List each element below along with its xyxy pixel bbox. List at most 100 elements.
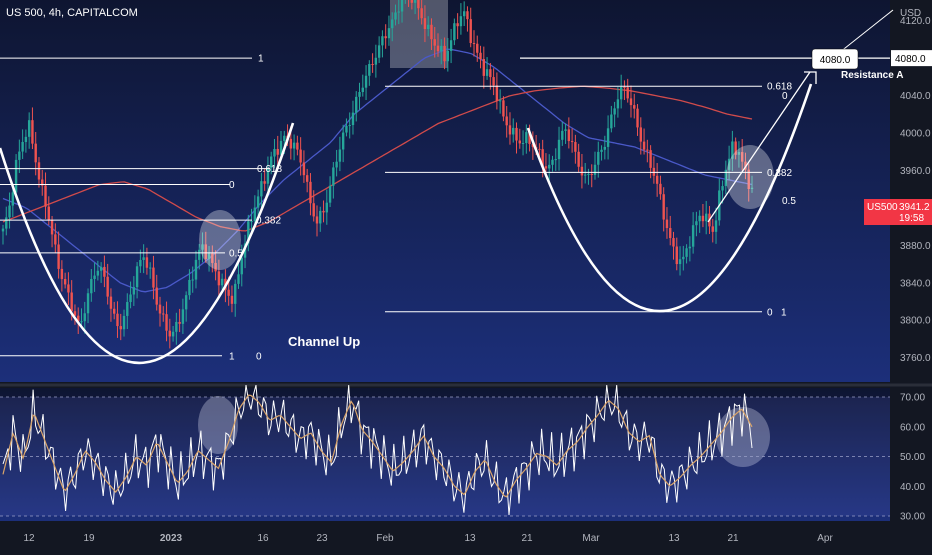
candle bbox=[145, 247, 149, 275]
highlight-circles-layer bbox=[198, 145, 774, 467]
resistance-price-text: 4080.0 bbox=[895, 54, 926, 65]
candle bbox=[495, 72, 499, 110]
candle bbox=[639, 117, 642, 155]
rsi-moving-average bbox=[2, 394, 753, 498]
highlight-circle bbox=[716, 407, 770, 467]
candle bbox=[368, 60, 371, 86]
fib-label: 1 bbox=[781, 307, 787, 318]
candle bbox=[211, 245, 214, 273]
highlight-circle bbox=[726, 145, 774, 209]
candle bbox=[31, 107, 34, 150]
candle bbox=[567, 117, 571, 149]
candle bbox=[358, 82, 361, 110]
candle bbox=[417, 0, 420, 20]
candle bbox=[400, 0, 404, 23]
candle bbox=[191, 266, 194, 293]
price-axis-background bbox=[890, 0, 932, 522]
fib-label: 0.382 bbox=[767, 168, 792, 179]
price-tick-label: 3760.0 bbox=[900, 353, 931, 364]
candle bbox=[541, 139, 544, 178]
candle bbox=[593, 151, 597, 180]
candle bbox=[443, 37, 446, 70]
candle bbox=[214, 250, 217, 281]
candle bbox=[413, 0, 417, 15]
time-tick-label: 13 bbox=[668, 533, 680, 544]
cup-curve-right bbox=[526, 83, 813, 313]
candle bbox=[675, 237, 678, 271]
candle bbox=[67, 272, 70, 306]
candle bbox=[476, 35, 479, 62]
time-tick-label: 19 bbox=[83, 533, 95, 544]
moving-average-fast bbox=[2, 48, 753, 293]
candle bbox=[561, 121, 564, 146]
candle bbox=[83, 301, 86, 334]
fib-label: 0.618 bbox=[257, 164, 282, 175]
candle bbox=[600, 145, 603, 161]
candle bbox=[603, 135, 607, 160]
candle bbox=[636, 104, 639, 136]
candle bbox=[338, 136, 342, 172]
candle bbox=[492, 68, 495, 96]
candle bbox=[194, 250, 198, 289]
time-tick-label: Feb bbox=[376, 533, 394, 544]
candle bbox=[423, 5, 427, 43]
candle bbox=[122, 309, 126, 337]
current-price-text: 3941.2 bbox=[899, 202, 930, 213]
candle bbox=[234, 279, 237, 317]
candle bbox=[646, 139, 649, 163]
candle bbox=[453, 18, 456, 46]
candle bbox=[404, 0, 406, 4]
candle bbox=[512, 118, 515, 143]
price-tick-label: 4000.0 bbox=[900, 129, 931, 140]
fib-label: 0.5 bbox=[782, 196, 796, 207]
candle bbox=[361, 74, 364, 97]
candle bbox=[335, 149, 338, 177]
candle bbox=[397, 0, 400, 25]
candle bbox=[521, 130, 525, 156]
highlight-circle bbox=[199, 210, 241, 270]
candle bbox=[371, 53, 374, 73]
candle bbox=[273, 138, 276, 168]
fib-label: 0.618 bbox=[767, 82, 792, 93]
candle bbox=[41, 169, 44, 196]
candle bbox=[96, 260, 100, 281]
candle bbox=[220, 273, 224, 290]
fib-label: 0.382 bbox=[256, 216, 281, 227]
candle bbox=[430, 18, 433, 50]
candle bbox=[148, 262, 152, 279]
candle bbox=[420, 0, 423, 25]
rsi-tick-label: 50.00 bbox=[900, 452, 925, 463]
candle bbox=[292, 134, 296, 161]
candle bbox=[623, 80, 626, 101]
candle bbox=[247, 214, 250, 252]
price-tick-label: 4040.0 bbox=[900, 91, 931, 102]
candle bbox=[240, 244, 243, 287]
time-tick-label: 12 bbox=[23, 533, 35, 544]
candle bbox=[672, 231, 675, 260]
time-axis-background bbox=[0, 522, 932, 550]
candle bbox=[374, 44, 378, 78]
candle bbox=[270, 151, 273, 175]
candle bbox=[155, 274, 158, 311]
price-tick-label: 3960.0 bbox=[900, 166, 931, 177]
candle bbox=[508, 112, 512, 145]
currency-label: USD bbox=[900, 8, 921, 19]
candle bbox=[50, 216, 54, 248]
candle bbox=[574, 134, 577, 164]
candle bbox=[691, 212, 695, 254]
candle bbox=[377, 36, 381, 63]
cup-curves-layer bbox=[0, 83, 813, 365]
candle bbox=[616, 87, 620, 118]
candle bbox=[711, 218, 714, 243]
candle bbox=[665, 207, 669, 239]
countdown-text: 19:58 bbox=[899, 213, 924, 224]
candle bbox=[426, 16, 430, 37]
time-tick-label: 21 bbox=[521, 533, 533, 544]
time-tick-label: 13 bbox=[464, 533, 476, 544]
rsi-tick-label: 70.00 bbox=[900, 393, 925, 404]
candle bbox=[698, 210, 701, 233]
candle bbox=[489, 63, 492, 90]
